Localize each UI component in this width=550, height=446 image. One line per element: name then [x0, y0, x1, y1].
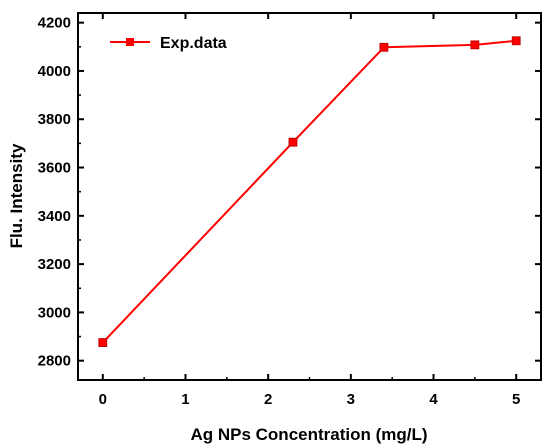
x-tick-label: 2: [264, 391, 272, 408]
x-tick-label: 5: [512, 391, 520, 408]
x-tick-label: 4: [429, 391, 438, 408]
data-point: [379, 42, 389, 52]
legend: Exp.data: [110, 35, 227, 52]
legend-marker: [126, 38, 134, 46]
y-tick-label: 3200: [38, 256, 71, 273]
series-line: [102, 39, 517, 344]
legend-label: Exp.data: [160, 35, 227, 52]
axis-ticks: 0 1 2 3 4 5 2800 3000 3200 3400 3600 3800 4000 4200: [38, 13, 541, 408]
y-tick-label: 3400: [38, 208, 71, 225]
data-point: [511, 36, 521, 46]
data-point: [98, 338, 108, 347]
x-tick-label: 1: [181, 391, 189, 408]
y-tick-label: 3000: [38, 304, 71, 321]
y-axis-label: Flu. Intensity: [7, 143, 26, 248]
y-tick-label: 4200: [38, 15, 71, 32]
series-layer: [98, 36, 521, 347]
y-tick-label: 3800: [38, 111, 71, 128]
x-tick-label: 0: [99, 391, 107, 408]
y-tick-label: 2800: [38, 353, 71, 370]
x-axis-label: Ag NPs Concentration (mg/L): [190, 425, 427, 444]
plot-frame: [77, 12, 542, 381]
data-point: [470, 40, 480, 50]
x-tick-label: 3: [347, 391, 355, 408]
data-point: [288, 137, 298, 147]
y-tick-label: 4000: [38, 63, 71, 80]
y-tick-label: 3600: [38, 160, 71, 177]
